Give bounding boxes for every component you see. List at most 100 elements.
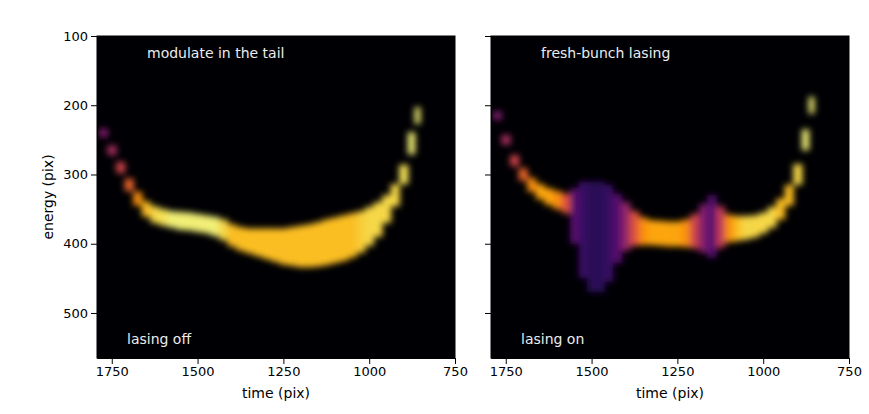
tick-label: 500 <box>63 306 88 321</box>
plot-background <box>97 36 455 358</box>
band-cell <box>656 221 665 246</box>
tick: 500 <box>63 306 97 321</box>
x-axis: 1750150012501000750 <box>490 358 862 379</box>
band-cell <box>733 216 742 241</box>
band <box>493 97 815 292</box>
tick-label: 750 <box>443 364 468 379</box>
x-axis: 1750 1500 1250 1000 750 <box>96 358 468 379</box>
tick-label: 1500 <box>182 364 215 379</box>
band-cell <box>296 226 305 268</box>
band-cell <box>596 181 605 292</box>
tick-label: 750 <box>837 364 862 379</box>
tick-mark <box>485 105 491 106</box>
x-axis-title: time (pix) <box>242 385 310 401</box>
tick-mark <box>455 358 456 364</box>
panel: 1750 1500 1250 1000 750 100 200 300 400 500 time (… <box>40 29 468 401</box>
band-cell <box>793 164 802 185</box>
axis-line <box>98 358 456 359</box>
band-cell <box>690 214 699 249</box>
band-cell <box>776 199 785 220</box>
band-cell <box>647 220 656 245</box>
band-cell <box>493 111 502 119</box>
tick-mark <box>283 358 284 364</box>
tick-mark <box>763 358 764 364</box>
band-cell <box>725 215 734 243</box>
band-cell <box>185 213 194 231</box>
band-cell <box>279 229 288 265</box>
band-cell <box>785 185 794 206</box>
tick-label: 1250 <box>661 364 694 379</box>
band <box>99 107 421 267</box>
band-cell <box>331 217 340 263</box>
band-cell <box>313 222 322 266</box>
band-cell <box>767 207 776 228</box>
y-axis <box>485 37 492 359</box>
panel-title: fresh-bunch lasing <box>541 45 670 61</box>
band-cell <box>536 184 545 199</box>
band-cell <box>271 229 280 262</box>
tick-mark <box>91 36 97 37</box>
panel: 1750150012501000750time (pix)fresh-bunch… <box>485 36 862 401</box>
band-cell <box>527 178 536 192</box>
tick: 1000 <box>747 358 780 379</box>
band-cell <box>562 194 571 213</box>
band-cell <box>339 215 348 261</box>
band-cell <box>742 216 751 240</box>
y-axis-title: energy (pix) <box>40 154 56 239</box>
figure: 1750 1500 1250 1000 750 100 200 300 400 500 time (… <box>0 0 869 414</box>
band-cell <box>253 229 262 257</box>
band-cell <box>125 179 134 191</box>
band-cell <box>245 229 254 254</box>
tick-mark <box>506 358 507 364</box>
band-cell <box>168 211 177 228</box>
tick-mark <box>485 174 491 175</box>
plot-frame <box>97 36 455 358</box>
tick-mark <box>485 244 491 245</box>
band-cell <box>519 168 528 180</box>
tick-mark <box>91 244 97 245</box>
band-cell <box>570 188 579 243</box>
band-cell <box>133 192 142 206</box>
tick: 200 <box>63 98 97 113</box>
tick <box>485 105 491 106</box>
tick-mark <box>198 358 199 364</box>
tick-mark <box>677 358 678 364</box>
tick-label: 1000 <box>353 364 386 379</box>
tick: 1750 <box>96 358 129 379</box>
tick <box>485 244 491 245</box>
axis-line <box>491 37 492 359</box>
plot-area <box>493 97 815 292</box>
tick-label: 1750 <box>96 364 129 379</box>
tick-label: 200 <box>63 98 88 113</box>
band-cell <box>348 213 357 257</box>
plot-frame <box>491 36 849 358</box>
band-cell <box>391 184 400 206</box>
tick-label: 1000 <box>747 364 780 379</box>
band-cell <box>159 209 168 226</box>
band-cell <box>639 217 648 245</box>
tick: 100 <box>63 29 97 44</box>
band-cell <box>716 206 725 248</box>
band-cell <box>408 132 415 154</box>
tick <box>485 36 491 37</box>
band-cell <box>707 195 716 257</box>
tick-label: 300 <box>63 167 88 182</box>
tick <box>485 174 491 175</box>
band-cell <box>116 162 125 173</box>
band-cell <box>228 224 237 246</box>
band-cell <box>99 129 108 137</box>
band-cell <box>501 135 510 145</box>
band-cell <box>665 222 674 247</box>
band-cell <box>699 204 708 252</box>
panel-title: modulate in the tail <box>147 45 284 61</box>
tick: 1250 <box>267 358 300 379</box>
tick-label: 400 <box>63 236 88 251</box>
band-cell <box>150 206 159 223</box>
band-cell <box>107 145 116 155</box>
tick-mark <box>112 358 113 364</box>
band-cell <box>604 185 613 282</box>
tick-mark <box>91 174 97 175</box>
band-cell <box>579 181 588 278</box>
band-cell <box>210 217 219 236</box>
tick-label: 1500 <box>576 364 609 379</box>
